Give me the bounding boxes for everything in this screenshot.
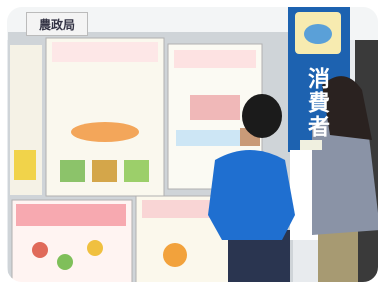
poster-heading: [16, 204, 126, 226]
poster-chart: [190, 95, 240, 120]
poster-picture: [57, 254, 73, 270]
child-shirt: [208, 150, 295, 240]
poster-block: [176, 130, 251, 146]
poster-picture: [124, 160, 149, 182]
poster-picture: [163, 243, 187, 267]
page: 農政局 消費者 (() => { const data = JSON.parse…: [0, 0, 385, 289]
poster-picture: [32, 242, 48, 258]
poster-picture: [92, 160, 117, 182]
banner-text: 消費者: [296, 58, 336, 148]
woman-pants: [318, 225, 358, 289]
office-sign: 農政局: [26, 12, 88, 36]
banner-logo-bird: [304, 24, 332, 44]
poster-picture: [60, 160, 85, 182]
poster-heading: [52, 42, 158, 62]
photo: 農政局 消費者: [0, 0, 385, 289]
poster-picture: [87, 240, 103, 256]
poster-picture: [71, 122, 139, 142]
poster-block: [14, 150, 36, 180]
poster-heading: [174, 50, 256, 68]
child-head: [242, 94, 282, 138]
